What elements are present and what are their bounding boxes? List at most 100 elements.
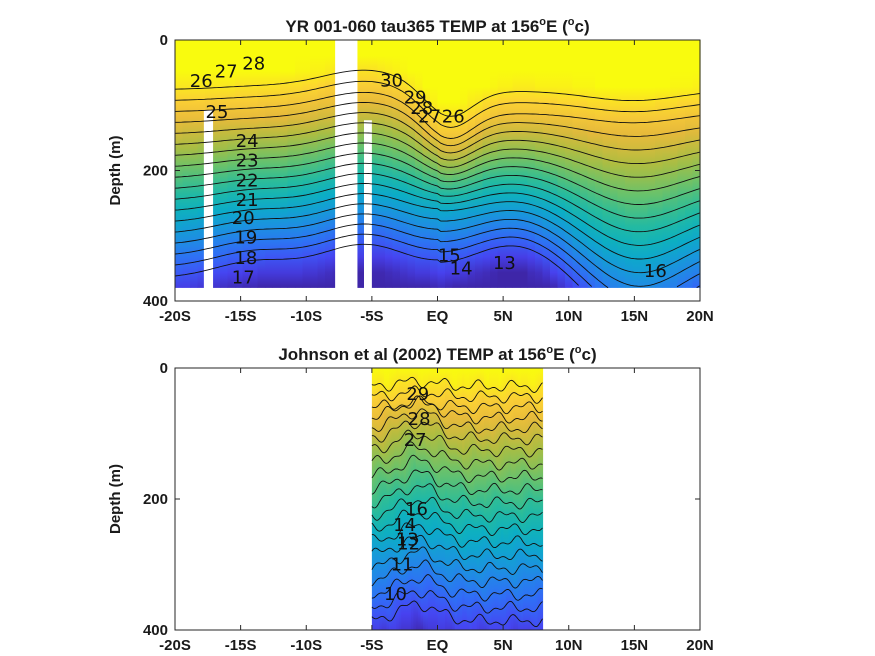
field-column: [379, 368, 383, 630]
y-tick-label: 0: [160, 32, 168, 49]
contour-label: 29: [406, 384, 429, 405]
contour-label: 14: [393, 515, 416, 536]
isotherm-23: [174, 142, 701, 192]
field-column: [385, 40, 394, 288]
contour-label: 17: [232, 268, 255, 289]
contour-label: 25: [206, 102, 229, 123]
chart-title-top: YR 001-060 tau365 TEMP at 156oE (oc): [285, 16, 589, 36]
field-column: [488, 368, 492, 630]
x-tick-label: EQ: [427, 637, 449, 654]
ticks-top: -20S -15S -10S -5S EQ 5N 10N 15N 20N 0 200 400: [143, 32, 714, 325]
x-tick-label: -10S: [290, 637, 322, 654]
isotherm-29: [174, 80, 701, 128]
field-column: [510, 368, 514, 630]
contour-label: 13: [396, 530, 419, 551]
field-column: [388, 368, 392, 630]
isotherm-30: [174, 69, 701, 117]
field-column: [257, 40, 266, 288]
isotherm-15: [371, 534, 543, 562]
isotherm-14: [371, 546, 543, 575]
contour-label: 27: [418, 106, 441, 127]
isotherm-18: [371, 496, 543, 523]
field-column: [655, 40, 664, 288]
data-gap: [364, 120, 372, 302]
field-column: [425, 368, 429, 630]
field-column: [423, 368, 427, 630]
temperature-field-bottom: [371, 368, 544, 630]
x-tick-label: -20S: [159, 637, 191, 654]
field-column: [413, 368, 417, 630]
field-column: [422, 40, 431, 288]
contour-label: 15: [438, 245, 461, 266]
field-column: [527, 40, 536, 288]
field-column: [537, 368, 541, 630]
field-column: [513, 368, 517, 630]
field-column: [452, 368, 456, 630]
x-tick-label: -20S: [159, 308, 191, 325]
isotherm-27: [371, 395, 543, 415]
field-column: [647, 40, 656, 288]
field-column: [508, 368, 512, 630]
field-column: [471, 368, 475, 630]
field-column: [381, 368, 385, 630]
isotherm-24: [371, 420, 543, 446]
field-column: [430, 40, 439, 288]
field-column: [420, 368, 424, 630]
field-column: [452, 40, 461, 288]
y-tick-label: 200: [143, 163, 168, 180]
field-column: [430, 368, 434, 630]
field-column: [445, 40, 454, 288]
contour-label: 27: [215, 61, 238, 82]
isotherm-17: [371, 509, 543, 537]
field-column: [518, 368, 522, 630]
field-column: [515, 368, 519, 630]
title-end: c): [574, 17, 589, 36]
isotherm-22: [371, 441, 543, 471]
field-column: [175, 40, 184, 288]
field-column: [408, 368, 412, 630]
field-column: [317, 40, 326, 288]
field-column: [505, 40, 514, 288]
ticks-bottom: -20S -15S -10S -5S EQ 5N 10N 15N 20N 0 200 400: [143, 360, 714, 654]
isotherm-14: [174, 233, 701, 288]
contour-label: 14: [450, 258, 473, 279]
field-column: [520, 40, 529, 288]
field-column: [469, 368, 473, 630]
field-column: [565, 40, 574, 288]
field-column: [535, 40, 544, 288]
isotherm-24: [174, 132, 701, 178]
field-column: [520, 368, 524, 630]
field-column: [182, 40, 191, 288]
isotherm-21: [174, 162, 701, 219]
field-column: [610, 40, 619, 288]
x-tick-label: 5N: [494, 308, 513, 325]
x-tick-label: -15S: [225, 308, 257, 325]
field-column: [692, 40, 701, 288]
x-tick-label: -10S: [290, 308, 322, 325]
contour-label: 19: [234, 228, 257, 249]
isotherm-22: [174, 152, 701, 205]
contour-label: 29: [404, 87, 427, 108]
title-degree: o: [539, 16, 546, 28]
contour-label: 26: [190, 71, 213, 92]
isotherm-17: [174, 203, 701, 274]
isotherm-11: [371, 590, 543, 614]
field-column: [396, 368, 400, 630]
field-column: [227, 40, 236, 288]
field-column: [501, 368, 505, 630]
field-column: [242, 40, 251, 288]
field-column: [580, 40, 589, 288]
field-column: [407, 40, 416, 288]
field-column: [280, 40, 289, 288]
x-tick-label: 20N: [686, 637, 714, 654]
field-column: [474, 368, 478, 630]
isotherm-25: [174, 122, 701, 165]
field-column: [415, 368, 419, 630]
title-degree: o: [546, 344, 553, 356]
isotherm-19: [371, 483, 543, 510]
y-axis-label-top: Depth (m): [107, 136, 124, 206]
field-column: [497, 40, 506, 288]
contour-label: 20: [232, 208, 255, 229]
field-column: [377, 40, 386, 288]
